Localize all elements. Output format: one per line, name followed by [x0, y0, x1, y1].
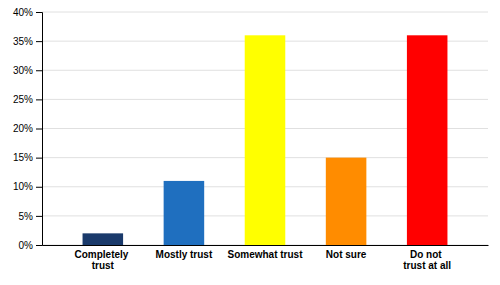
y-tick-label: 20% [13, 123, 33, 134]
y-tick: 5% [19, 211, 42, 222]
x-tick: Completely trust [74, 249, 131, 271]
y-tick: 35% [13, 36, 42, 47]
y-tick: 40% [13, 7, 42, 18]
y-tick: 10% [13, 181, 42, 192]
x-tick: Mostly trust [156, 249, 213, 260]
bar [326, 158, 367, 245]
y-axis: 0% 5% 10% 15% 20% 25% 30% 35% 40% [13, 7, 43, 251]
y-tick-mark [36, 158, 42, 159]
x-tick: Not sure [326, 249, 367, 260]
x-tick: Somewhat trust [227, 249, 303, 260]
x-tick: Do not trust at all [403, 249, 451, 271]
y-tick-mark [36, 216, 42, 217]
y-tick-mark [36, 187, 42, 188]
y-tick-label: 30% [13, 65, 33, 76]
y-tick: 0% [19, 240, 42, 251]
x-tick-label: Do not trust at all [403, 249, 451, 271]
y-tick-label: 35% [13, 36, 33, 47]
y-tick-label: 15% [13, 152, 33, 163]
bar [245, 35, 286, 245]
x-tick-label: Not sure [326, 249, 367, 260]
x-tick-label-line: trust at all [403, 260, 451, 271]
x-tick-label-line: trust [92, 260, 115, 271]
x-tick-label: Completely trust [74, 249, 131, 271]
y-tick-mark [36, 12, 42, 13]
chart-svg: 0% 5% 10% 15% 20% 25% 30% 35% 40% Completely trus… [0, 0, 500, 285]
y-tick-label: 5% [19, 211, 34, 222]
y-axis-line [36, 13, 43, 246]
y-tick-mark [36, 99, 42, 100]
y-tick-mark [36, 41, 42, 42]
y-tick: 15% [13, 152, 42, 163]
y-tick-label: 10% [13, 181, 33, 192]
bar [83, 233, 124, 245]
grid-line [42, 12, 488, 13]
bars [83, 35, 448, 245]
y-tick: 30% [13, 65, 42, 76]
x-tick-label: Mostly trust [156, 249, 213, 260]
y-tick-label: 0% [19, 240, 34, 251]
y-tick-mark [36, 70, 42, 71]
bar [164, 181, 205, 245]
y-tick-label: 40% [13, 7, 33, 18]
x-axis-line [43, 245, 489, 246]
x-axis: Completely trust Mostly trust Somewhat tru… [43, 246, 489, 272]
x-tick-label-line: Do not [410, 249, 444, 260]
y-tick-label: 25% [13, 94, 33, 105]
grid [42, 12, 488, 245]
bar [407, 35, 448, 245]
x-tick-label: Somewhat trust [227, 249, 303, 260]
y-tick: 25% [13, 94, 42, 105]
chart-container: 0% 5% 10% 15% 20% 25% 30% 35% 40% Completely trus… [0, 0, 500, 285]
y-tick: 20% [13, 123, 42, 134]
x-tick-label-line: Completely [74, 249, 131, 260]
y-tick-mark [36, 245, 42, 246]
y-tick-mark [36, 129, 42, 130]
plot-area: 0% 5% 10% 15% 20% 25% 30% 35% 40% Completely trus… [13, 7, 489, 271]
